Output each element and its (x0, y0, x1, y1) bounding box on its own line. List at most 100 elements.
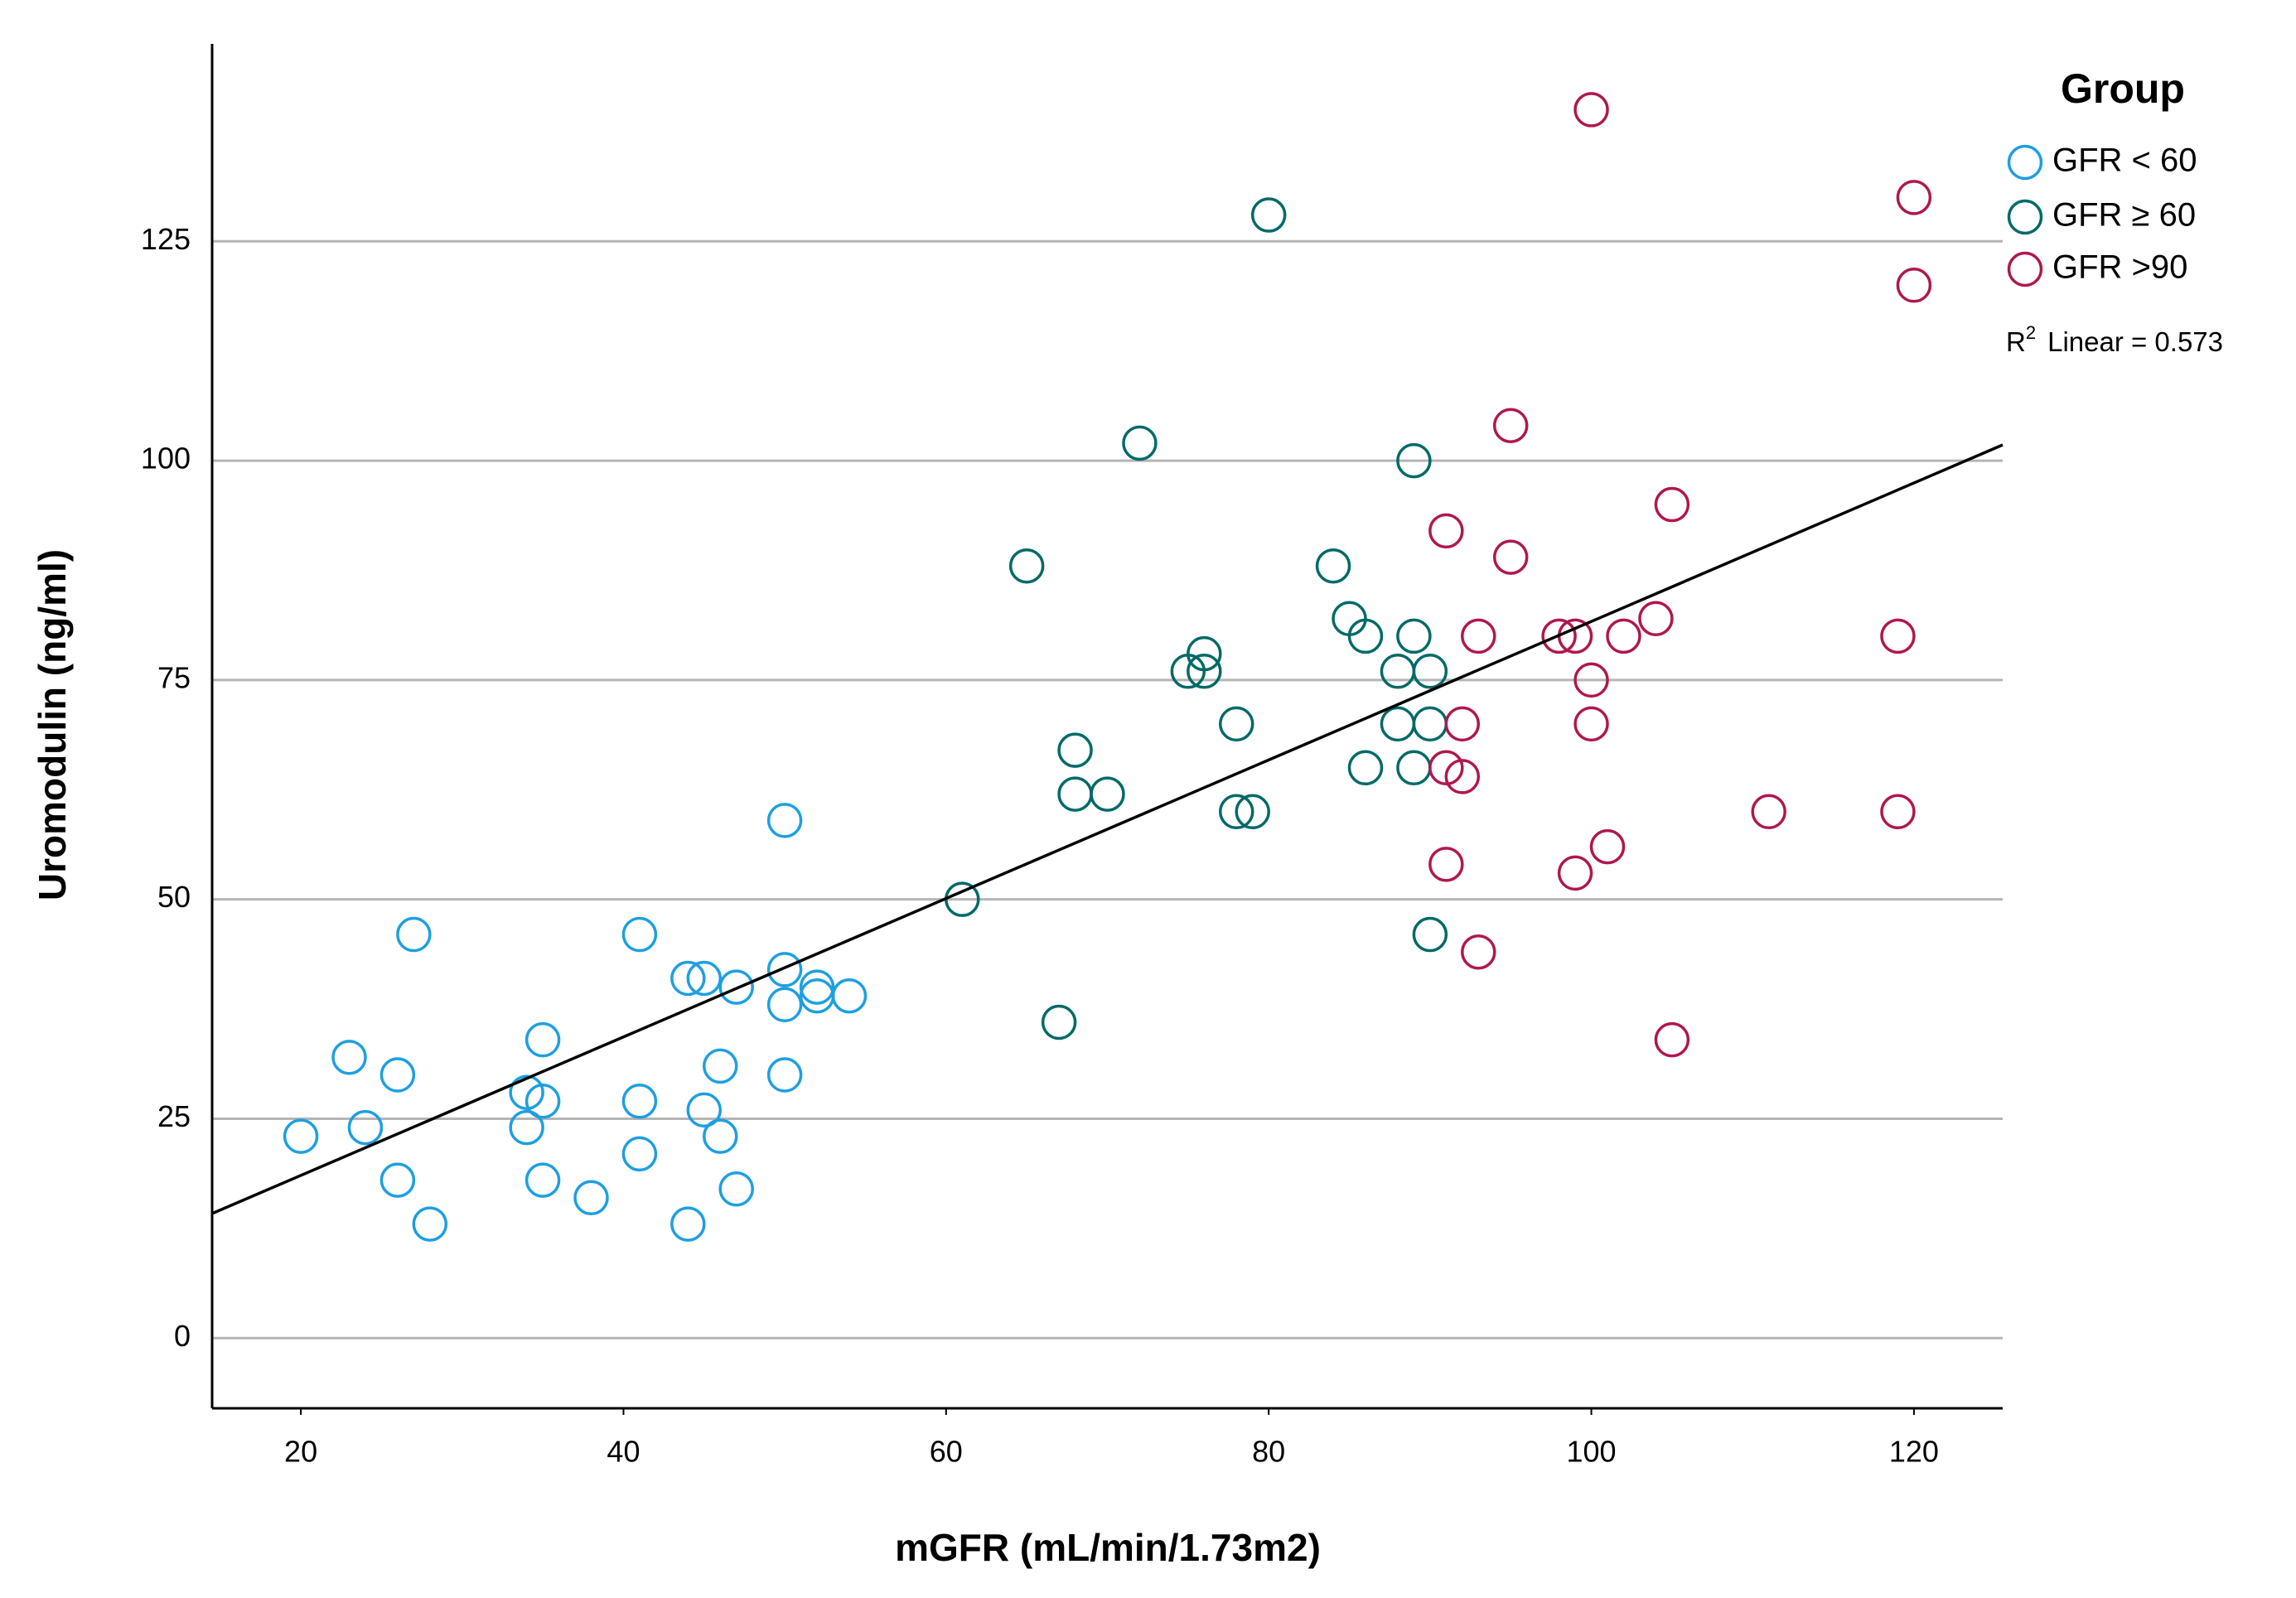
scatter-point (1090, 776, 1125, 812)
scatter-point (1428, 513, 1464, 549)
scatter-point (1412, 706, 1448, 742)
scatter-point (1347, 750, 1384, 786)
scatter-point (1573, 662, 1609, 698)
scatter-point (1412, 916, 1448, 953)
scatter-point (1187, 654, 1222, 689)
legend-marker (2007, 144, 2043, 181)
scatter-point (1751, 794, 1786, 830)
scatter-point (1896, 268, 1932, 303)
scatter-point (1041, 1004, 1077, 1040)
r2-label: R2 Linear = 0.573 (2006, 322, 2223, 357)
scatter-point (1606, 618, 1641, 654)
y-tick-label: 50 (157, 880, 191, 914)
legend-label: GFR ≥ 60 (2052, 197, 2196, 234)
scatter-point (524, 1162, 561, 1198)
scatter-point (1396, 750, 1432, 786)
x-tick-label: 20 (284, 1435, 317, 1469)
scatter-point (396, 916, 432, 953)
scatter-point (1461, 618, 1496, 654)
scatter-point (1461, 934, 1496, 970)
x-tick-label: 80 (1252, 1435, 1285, 1469)
scatter-point (1250, 197, 1287, 233)
r2-symbol: R (2006, 326, 2026, 357)
scatter-point (1396, 618, 1432, 654)
scatter-point (718, 1171, 754, 1207)
scatter-point (1187, 635, 1222, 672)
scatter-point (766, 1057, 803, 1093)
scatter-point (379, 1057, 416, 1093)
scatter-point (1880, 618, 1916, 654)
scatter-point (1057, 732, 1093, 768)
scatter-point (1218, 794, 1254, 830)
scatter-point (1444, 706, 1481, 742)
x-axis-title: mGFR (mL/min/1.73m2) (895, 1526, 1321, 1569)
scatter-point (347, 1109, 384, 1146)
scatter-point (412, 1206, 448, 1242)
scatter-point (621, 1084, 658, 1119)
scatter-point (1315, 548, 1351, 584)
scatter-point (509, 1109, 544, 1146)
scatter-point (1654, 1021, 1690, 1058)
scatter-point (331, 1040, 367, 1075)
scatter-point (1428, 847, 1464, 882)
x-tick-label: 100 (1567, 1435, 1617, 1469)
y-tick-label: 0 (174, 1319, 191, 1353)
scatter-point (1412, 654, 1448, 689)
y-tick-label: 75 (157, 660, 191, 694)
scatter-point (1638, 601, 1674, 637)
legend-label: GFR < 60 (2052, 142, 2197, 179)
scatter-point (799, 978, 835, 1014)
y-tick-label: 125 (141, 222, 191, 256)
scatter-point (670, 1206, 706, 1242)
scatter-point (1122, 425, 1158, 461)
scatter-point (1057, 776, 1093, 812)
scatter-point (1428, 750, 1464, 786)
y-axis-title: Uromodulin (ng/ml) (31, 549, 74, 900)
scatter-point (509, 1074, 544, 1110)
scatter-point (1347, 618, 1384, 654)
scatter-point (1008, 548, 1045, 584)
scatter-point (1589, 828, 1626, 865)
scatter-point (1218, 706, 1254, 742)
scatter-point (718, 969, 754, 1005)
scatter-point (1541, 618, 1577, 654)
fit-line (211, 443, 2004, 1215)
scatter-point (1492, 539, 1529, 575)
legend-title: Group (2061, 65, 2185, 112)
scatter-point (1573, 706, 1609, 742)
scatter-point (621, 1136, 658, 1172)
legend-label: GFR >90 (2052, 249, 2187, 286)
scatter-point (1880, 794, 1916, 830)
scatter-point (1896, 180, 1932, 215)
scatter-point (799, 969, 835, 1005)
scatter-point (1573, 92, 1609, 128)
scatter-point (573, 1180, 609, 1216)
scatter-point (1654, 486, 1690, 523)
scatter-point (524, 1084, 561, 1119)
x-tick-label: 60 (930, 1435, 963, 1469)
scatter-point (766, 952, 803, 987)
scatter-point (831, 978, 868, 1014)
scatter-point (1235, 794, 1270, 830)
r2-superscript: 2 (2026, 322, 2036, 343)
scatter-point (686, 960, 723, 997)
scatter-point (1557, 855, 1593, 891)
scatter-point (379, 1162, 416, 1198)
scatter-point (703, 1048, 738, 1084)
legend-marker (2007, 251, 2043, 287)
scatter-point (766, 803, 803, 838)
scatter-point (766, 987, 803, 1023)
scatter-point (283, 1118, 319, 1154)
scatter-point (621, 916, 658, 953)
x-tick-label: 120 (1889, 1435, 1939, 1469)
scatter-point (524, 1021, 561, 1058)
legend-marker (2007, 199, 2043, 235)
scatter-point (1380, 706, 1416, 742)
scatter-point (1380, 654, 1416, 689)
scatter-point (670, 960, 706, 997)
r2-text: Linear = 0.573 (2047, 326, 2223, 357)
scatter-point (1492, 408, 1529, 443)
scatter-point (703, 1118, 738, 1154)
scatter-point (1444, 759, 1481, 794)
